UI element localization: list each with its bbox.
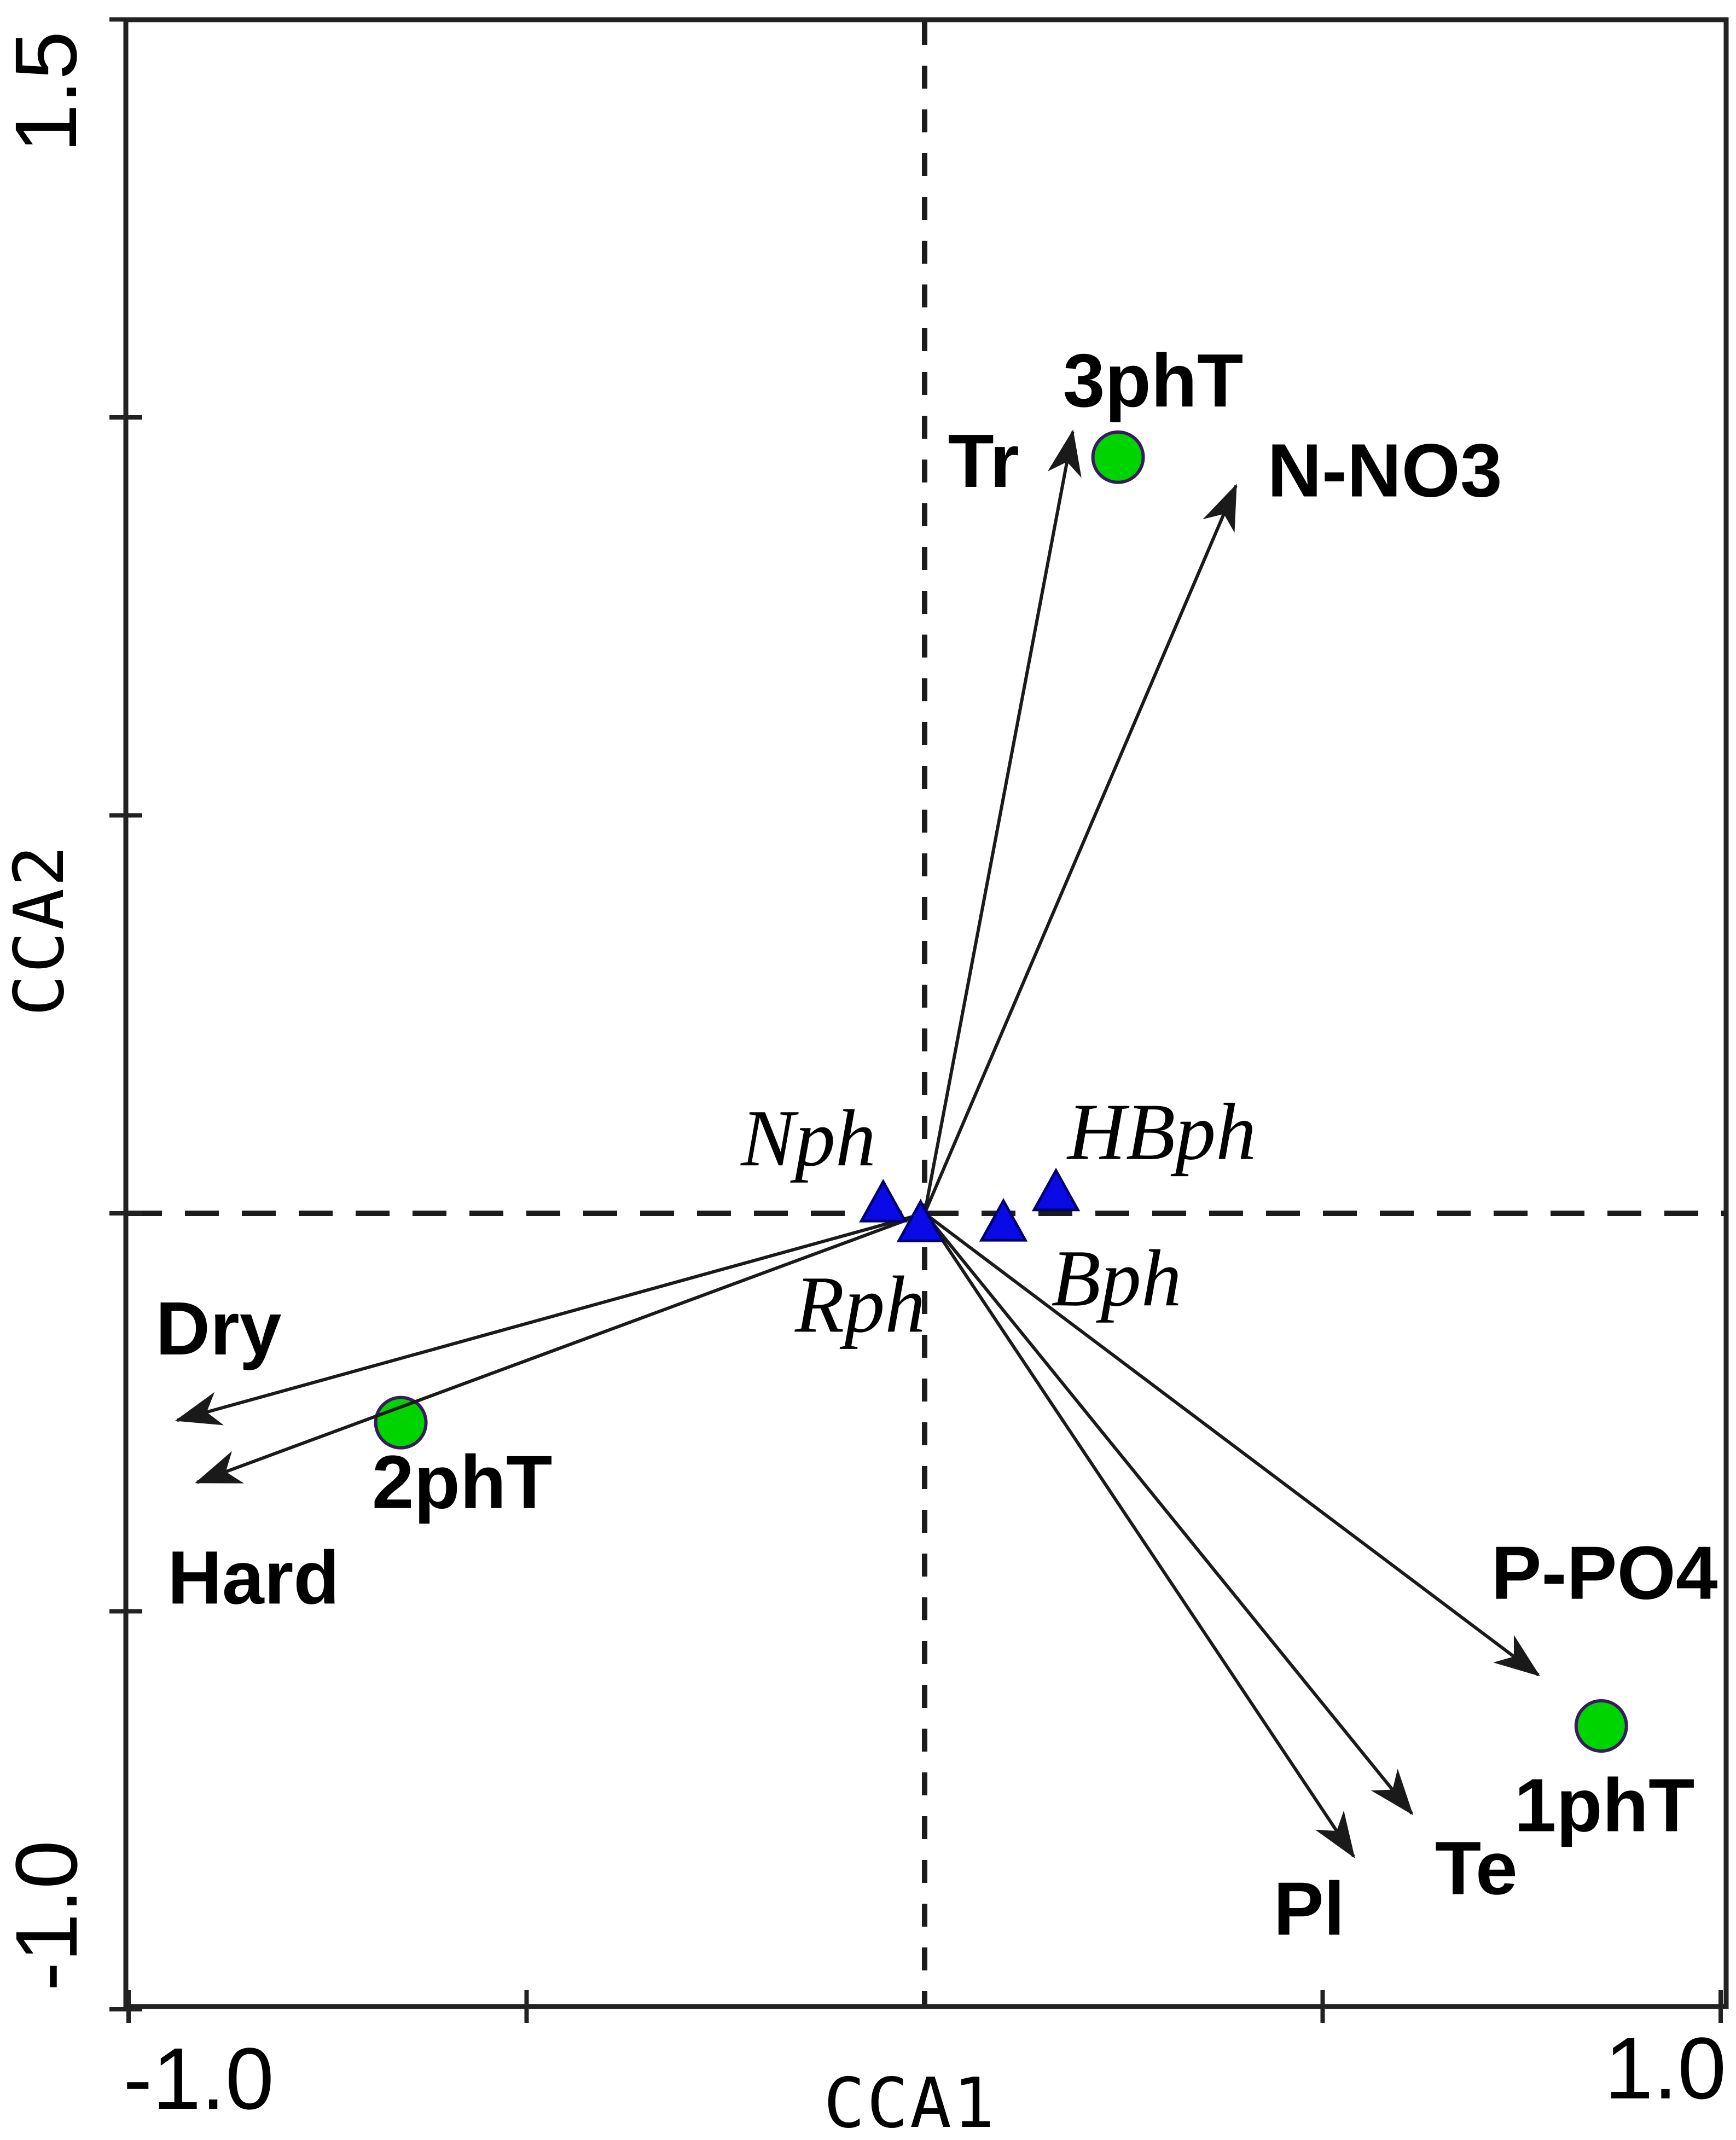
env-arrow-label-Dry: Dry [155, 1287, 281, 1371]
axes-layer [109, 17, 1729, 2023]
env-arrow-label-Tr: Tr [948, 419, 1019, 503]
points-layer [175, 429, 1628, 1859]
sample-label-1phT: 1phT [1514, 1764, 1695, 1848]
species-point-Rph [896, 1199, 945, 1243]
env-arrow-label-Te: Te [1435, 1826, 1518, 1910]
x-axis-max-tick-label: 1.0 [1604, 2019, 1727, 2117]
x-axis-title: CCA1 [823, 2063, 996, 2140]
x-axis-min-tick-label: -1.0 [123, 2029, 274, 2127]
env-arrow-label-P-PO4: P-PO4 [1491, 1531, 1717, 1615]
env-arrow-Tr [923, 429, 1082, 1214]
env-arrow-Pl [923, 1212, 1355, 1859]
zero-lines-layer [128, 22, 1724, 2004]
y-axis-max-tick-label: 1.5 [0, 31, 95, 153]
species-point-Bph [979, 1197, 1028, 1242]
sample-label-2phT: 2phT [372, 1440, 553, 1525]
species-label-Bph: Bph [1051, 1234, 1181, 1323]
env-arrow-Te [923, 1212, 1414, 1816]
y-axis-min-tick-label: -1.0 [0, 1840, 95, 1991]
labels-layer: Tr N-NO3 Dry Hard P-PO4 Te Pl 3phT 2phT 1phT Nph Rp… [155, 339, 1718, 1951]
env-arrow-Dry [175, 1212, 925, 1426]
env-arrow-P-PO4 [924, 1212, 1541, 1677]
sample-label-3phT: 3phT [1063, 339, 1244, 423]
y-axis-title: CCA2 [0, 844, 79, 1016]
species-label-HBph: HBph [1066, 1088, 1256, 1177]
sample-point-3phT [1091, 430, 1145, 484]
env-arrow-label-N-NO3: N-NO3 [1267, 428, 1502, 513]
species-label-Rph: Rph [794, 1260, 925, 1350]
env-arrow-label-Pl: Pl [1274, 1867, 1345, 1951]
species-label-Nph: Nph [740, 1094, 876, 1183]
species-point-Nph [859, 1179, 908, 1223]
env-arrow-N-NO3 [923, 484, 1238, 1214]
sample-point-1phT [1574, 1699, 1628, 1753]
env-arrow-label-Hard: Hard [167, 1536, 339, 1620]
env-arrow-Hard [195, 1212, 926, 1484]
species-point-HBph [1031, 1167, 1081, 1212]
plot-border [123, 17, 1729, 2009]
